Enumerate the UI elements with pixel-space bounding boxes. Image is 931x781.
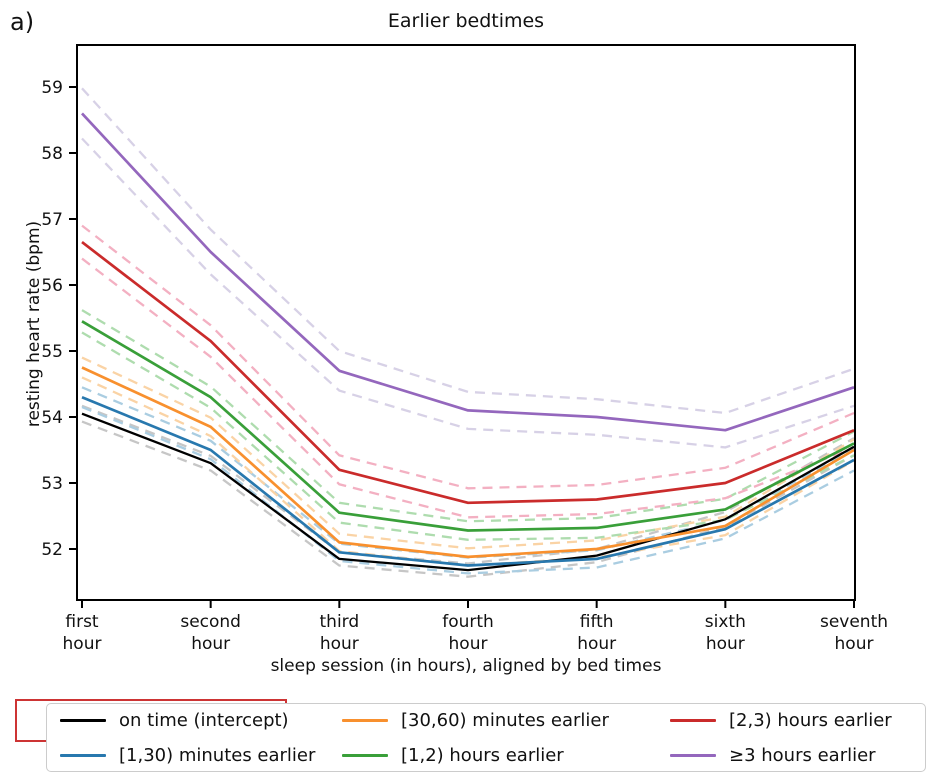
legend-swatch-1-30-minutes-earlier bbox=[60, 753, 106, 757]
x-tick-label-seventh: seventh hour bbox=[820, 612, 888, 654]
legend-label-2-3-hours-earlier: [2,3) hours earlier bbox=[729, 709, 892, 731]
y-tick-label-57: 57 bbox=[41, 210, 63, 230]
y-tick-label-56: 56 bbox=[41, 276, 63, 296]
legend-item-1-2-hours-earlier: [1,2) hours earlier bbox=[342, 740, 564, 770]
panel-label: a) bbox=[10, 8, 35, 36]
x-tick-label-first: first hour bbox=[63, 612, 102, 654]
series-band-lower-30-60-minutes-earlier bbox=[81, 376, 855, 567]
series-band-lower-1-30-minutes-earlier bbox=[81, 406, 855, 575]
x-axis-label: sleep session (in hours), aligned by bed… bbox=[270, 656, 662, 676]
series-band-upper-on-time-intercept bbox=[81, 404, 855, 565]
series-line-3-hours-earlier bbox=[81, 112, 855, 432]
series-band-upper-1-2-hours-earlier bbox=[81, 309, 855, 523]
series-band-upper-2-3-hours-earlier bbox=[81, 224, 855, 490]
legend-item-2-3-hours-earlier: [2,3) hours earlier bbox=[670, 705, 892, 735]
legend-item-3-hours-earlier: ≥3 hours earlier bbox=[670, 740, 876, 770]
y-tick-label-53: 53 bbox=[41, 474, 63, 494]
legend-label-30-60-minutes-earlier: [30,60) minutes earlier bbox=[401, 709, 609, 731]
legend-item-on-time-intercept: on time (intercept) bbox=[60, 705, 289, 735]
series-line-1-30-minutes-earlier bbox=[81, 395, 855, 567]
chart-title: Earlier bedtimes bbox=[387, 10, 545, 32]
series-line-on-time-intercept bbox=[81, 412, 855, 572]
series-band-lower-1-2-hours-earlier bbox=[81, 331, 855, 541]
legend bbox=[46, 703, 926, 772]
legend-label-1-2-hours-earlier: [1,2) hours earlier bbox=[401, 744, 564, 766]
legend-swatch-30-60-minutes-earlier bbox=[342, 718, 388, 722]
series-band-lower-2-3-hours-earlier bbox=[81, 257, 855, 519]
legend-swatch-3-hours-earlier bbox=[670, 753, 716, 757]
chart-svg: 52 53 54 55 56 57 58 59 first hour second hour third… bbox=[41, 44, 888, 654]
series-line-2-3-hours-earlier bbox=[81, 241, 855, 505]
x-tick-label-second: second hour bbox=[180, 612, 241, 654]
series-band-lower-3-hours-earlier bbox=[81, 137, 855, 449]
legend-item-1-30-minutes-earlier: [1,30) minutes earlier bbox=[60, 740, 315, 770]
legend-label-3-hours-earlier: ≥3 hours earlier bbox=[729, 744, 876, 766]
series-band-upper-30-60-minutes-earlier bbox=[81, 356, 855, 550]
y-tick-label-58: 58 bbox=[41, 144, 63, 164]
legend-label-1-30-minutes-earlier: [1,30) minutes earlier bbox=[119, 744, 316, 766]
y-tick-label-55: 55 bbox=[41, 342, 63, 362]
legend-swatch-2-3-hours-earlier bbox=[670, 718, 716, 722]
y-tick-label-59: 59 bbox=[41, 78, 63, 98]
legend-item-30-60-minutes-earlier: [30,60) minutes earlier bbox=[342, 705, 609, 735]
legend-swatch-1-2-hours-earlier bbox=[342, 753, 388, 757]
legend-label-on-time-intercept: on time (intercept) bbox=[119, 709, 289, 731]
y-tick-label-54: 54 bbox=[41, 408, 63, 428]
x-tick-label-third: third hour bbox=[320, 612, 360, 654]
x-tick-label-fourth: fourth hour bbox=[442, 612, 494, 654]
y-tick-label-52: 52 bbox=[41, 540, 63, 560]
series-line-1-2-hours-earlier bbox=[81, 320, 855, 532]
x-tick-label-fifth: fifth hour bbox=[577, 612, 616, 654]
x-tick-label-sixth: sixth hour bbox=[705, 612, 746, 654]
legend-swatch-on-time-intercept bbox=[60, 718, 106, 722]
series-band-upper-3-hours-earlier bbox=[81, 87, 855, 415]
series-line-30-60-minutes-earlier bbox=[81, 366, 855, 559]
